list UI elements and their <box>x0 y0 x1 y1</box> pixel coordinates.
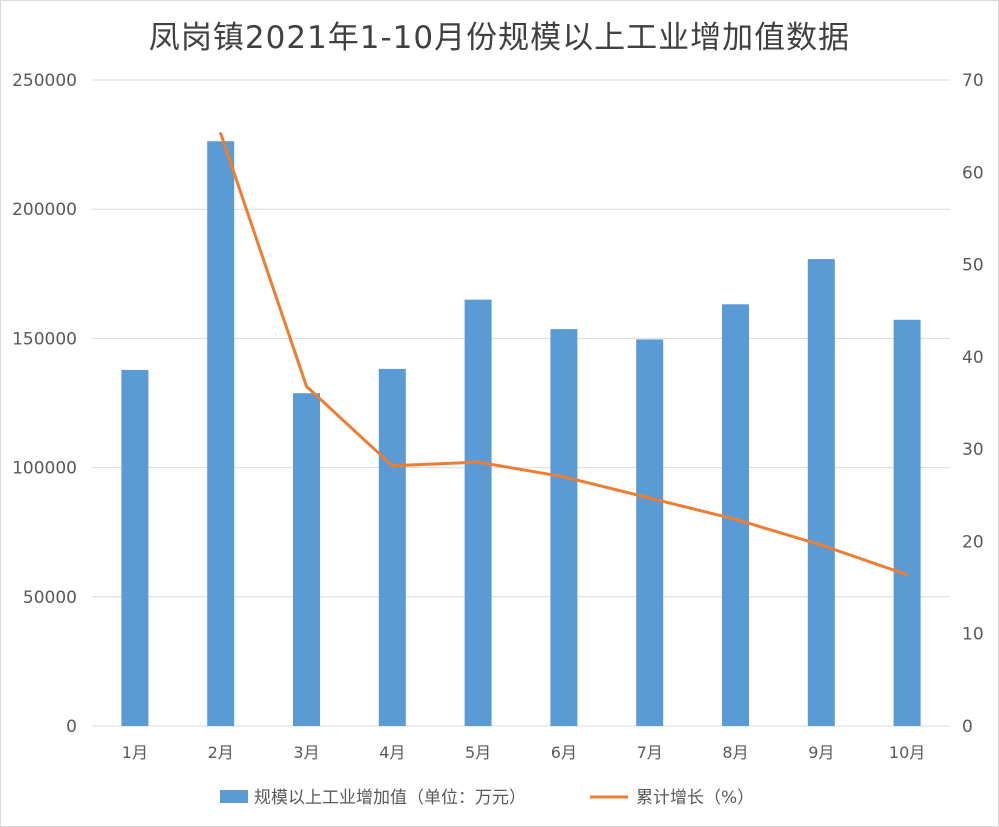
x-category-label: 9月 <box>808 743 834 762</box>
x-category-label: 8月 <box>722 743 748 762</box>
legend: 规模以上工业增加值（单位：万元） 累计增长（%） <box>220 788 754 808</box>
y-right-tick-label: 10 <box>962 625 984 645</box>
y-left-tick-label: 100000 <box>12 459 77 479</box>
x-category-label: 6月 <box>551 743 577 762</box>
y-left-tick-label: 200000 <box>12 200 77 220</box>
series-line <box>219 132 909 577</box>
bar <box>293 393 320 726</box>
left-axis-ticks: 0 50000 100000 150000 200000 250000 <box>12 71 77 737</box>
bar <box>121 369 149 726</box>
x-category-label: 2月 <box>208 743 234 762</box>
bar-series <box>121 141 921 727</box>
legend-bar-label: 规模以上工业增加值（单位：万元） <box>254 788 526 808</box>
bar <box>722 304 749 726</box>
chart-title: 凤岗镇2021年1-10月份规模以上工业增加值数据 <box>148 20 851 56</box>
gridlines <box>92 79 950 727</box>
bar <box>893 319 921 726</box>
x-category-label: 7月 <box>637 743 663 762</box>
y-right-tick-label: 20 <box>962 532 984 552</box>
bar <box>207 141 235 727</box>
bar <box>550 329 578 726</box>
y-left-tick-label: 250000 <box>12 71 77 91</box>
x-category-label: 1月 <box>122 743 148 762</box>
bar <box>807 259 835 726</box>
y-left-tick-label: 0 <box>66 717 77 737</box>
legend-line-label: 累计增长（%） <box>636 788 754 808</box>
y-right-tick-label: 40 <box>962 348 984 368</box>
legend-bar-swatch <box>220 790 248 803</box>
right-axis-ticks: 0 10 20 30 40 50 60 70 <box>962 71 984 737</box>
y-right-tick-label: 0 <box>962 717 973 737</box>
bar <box>636 339 664 726</box>
y-right-tick-label: 30 <box>962 440 984 460</box>
y-right-tick-label: 60 <box>962 163 984 183</box>
x-category-label: 5月 <box>465 743 491 762</box>
x-category-label: 4月 <box>379 743 405 762</box>
x-axis-categories: 1月 2月 3月 4月 5月 6月 7月 8月 9月 10月 <box>122 743 925 762</box>
x-category-label: 10月 <box>889 743 925 762</box>
bar <box>378 368 406 726</box>
y-right-tick-label: 50 <box>962 256 984 276</box>
y-left-tick-label: 50000 <box>23 588 77 608</box>
x-category-label: 3月 <box>293 743 319 762</box>
line-series <box>219 132 909 577</box>
y-right-tick-label: 70 <box>962 71 984 91</box>
y-left-tick-label: 150000 <box>12 329 77 349</box>
bar <box>464 299 492 726</box>
